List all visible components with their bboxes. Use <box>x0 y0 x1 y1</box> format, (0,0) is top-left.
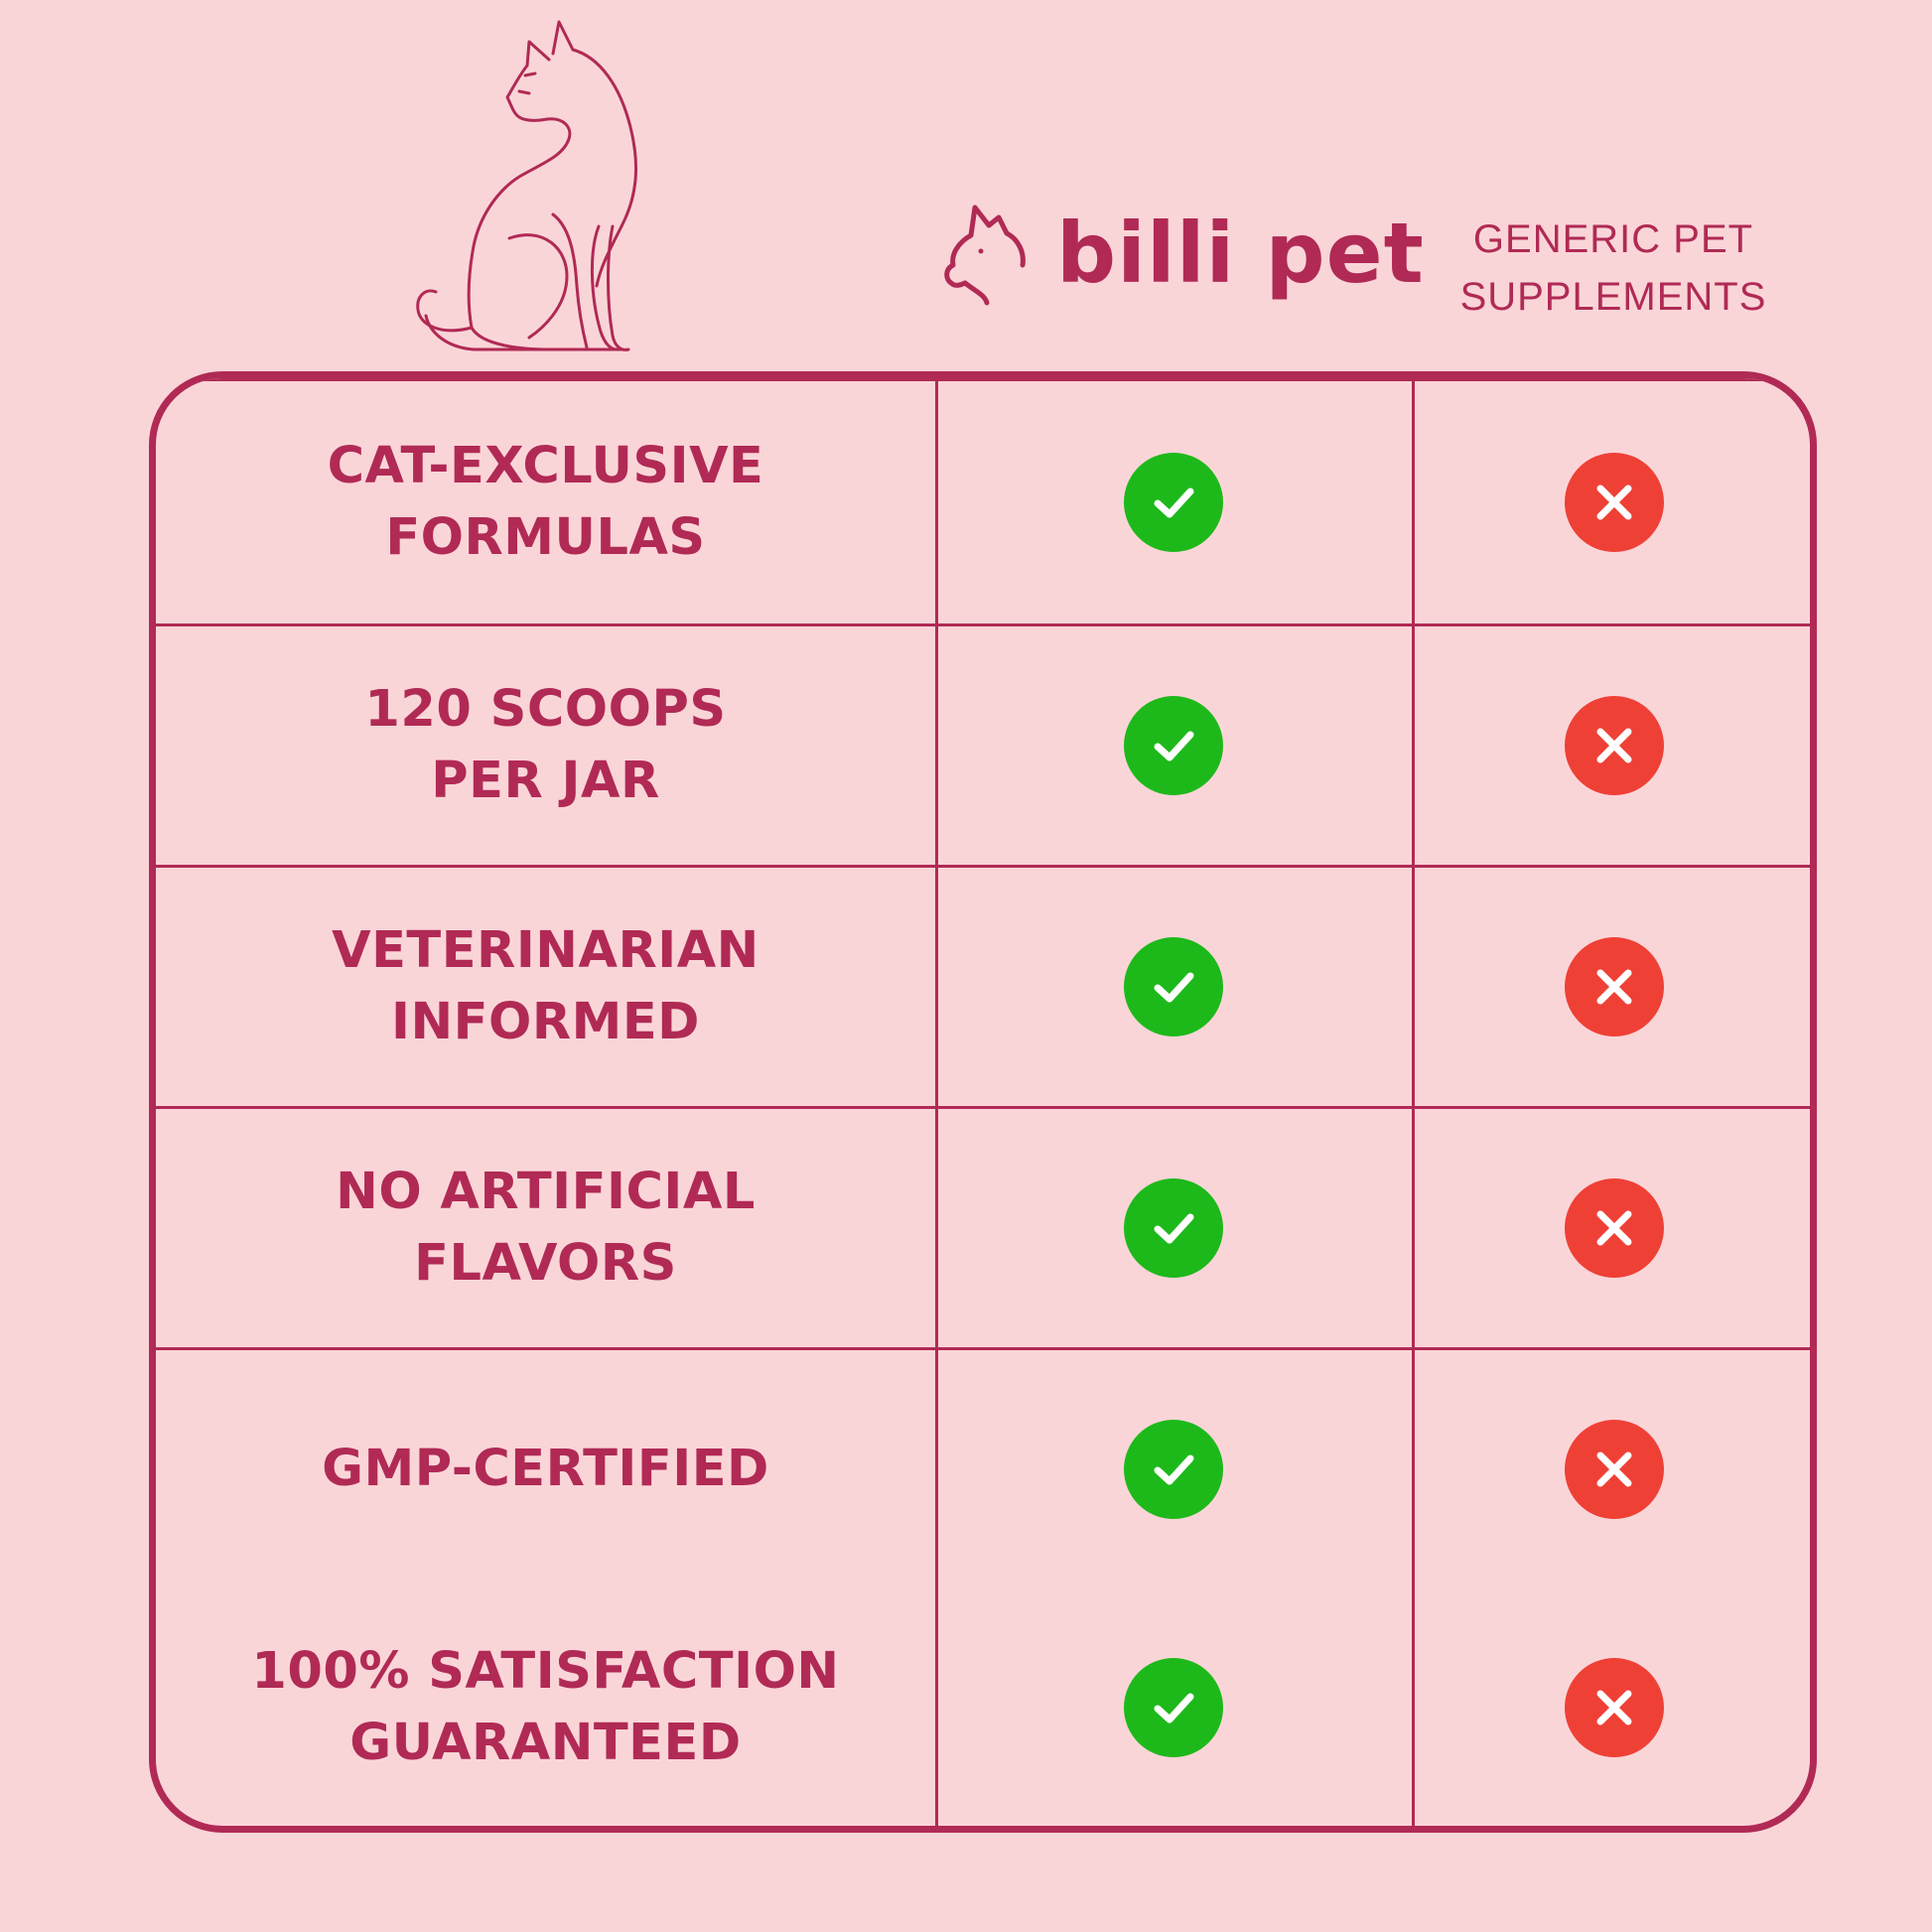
check-icon <box>1124 1178 1223 1278</box>
generic-status-cell <box>1412 1588 1810 1826</box>
brand-header: billi pet <box>941 189 1424 318</box>
competitor-label-line1: GENERIC PET <box>1472 217 1754 261</box>
brand-name: billi pet <box>1056 205 1425 302</box>
competitor-label-line2: SUPPLEMENTS <box>1459 275 1767 319</box>
table-row: VETERINARIAN INFORMED <box>156 865 1810 1106</box>
competitor-header: GENERIC PET SUPPLEMENTS <box>1430 210 1797 326</box>
feature-label: 100% SATISFACTION GUARANTEED <box>251 1641 840 1772</box>
table-row: GMP-CERTIFIED <box>156 1347 1810 1588</box>
feature-cell: 120 SCOOPS PER JAR <box>156 626 935 865</box>
table-row: CAT-EXCLUSIVE FORMULAS <box>156 378 1810 623</box>
brand-status-cell <box>935 1588 1412 1826</box>
feature-cell: VETERINARIAN INFORMED <box>156 868 935 1106</box>
cross-icon <box>1565 453 1664 552</box>
feature-cell: GMP-CERTIFIED <box>156 1350 935 1588</box>
feature-label: GMP-CERTIFIED <box>322 1440 769 1498</box>
generic-status-cell <box>1412 868 1810 1106</box>
brand-status-cell <box>935 1350 1412 1588</box>
feature-cell: CAT-EXCLUSIVE FORMULAS <box>156 381 935 623</box>
feature-label: NO ARTIFICIAL FLAVORS <box>336 1163 756 1293</box>
cat-head-icon <box>944 205 1026 306</box>
feature-label: VETERINARIAN INFORMED <box>332 921 759 1051</box>
generic-status-cell <box>1412 1350 1810 1588</box>
check-icon <box>1124 1420 1223 1519</box>
cross-icon <box>1565 696 1664 795</box>
brand-status-cell <box>935 1109 1412 1347</box>
check-icon <box>1124 937 1223 1036</box>
cross-icon <box>1565 1657 1664 1757</box>
comparison-table: 100% SATISFACTION GUARANTEED GMP-CERTIFIE… <box>149 371 1817 1833</box>
column-divider <box>935 378 938 1826</box>
sitting-cat-icon <box>416 20 638 351</box>
feature-label: CAT-EXCLUSIVE FORMULAS <box>327 437 764 567</box>
feature-label: 120 SCOOPS PER JAR <box>364 680 727 810</box>
check-icon <box>1124 453 1223 552</box>
cross-icon <box>1565 1420 1664 1519</box>
feature-cell: NO ARTIFICIAL FLAVORS <box>156 1109 935 1347</box>
column-divider <box>1412 378 1415 1826</box>
feature-cell: 100% SATISFACTION GUARANTEED <box>156 1588 935 1826</box>
check-icon <box>1124 696 1223 795</box>
generic-status-cell <box>1412 381 1810 623</box>
brand-status-cell <box>935 626 1412 865</box>
table-row: 100% SATISFACTION GUARANTEED <box>156 1588 1810 1826</box>
check-icon <box>1124 1657 1223 1757</box>
generic-status-cell <box>1412 626 1810 865</box>
cross-icon <box>1565 937 1664 1036</box>
brand-status-cell <box>935 381 1412 623</box>
brand-status-cell <box>935 868 1412 1106</box>
cross-icon <box>1565 1178 1664 1278</box>
table-row: 120 SCOOPS PER JAR <box>156 623 1810 865</box>
table-row: NO ARTIFICIAL FLAVORS <box>156 1106 1810 1347</box>
generic-status-cell <box>1412 1109 1810 1347</box>
